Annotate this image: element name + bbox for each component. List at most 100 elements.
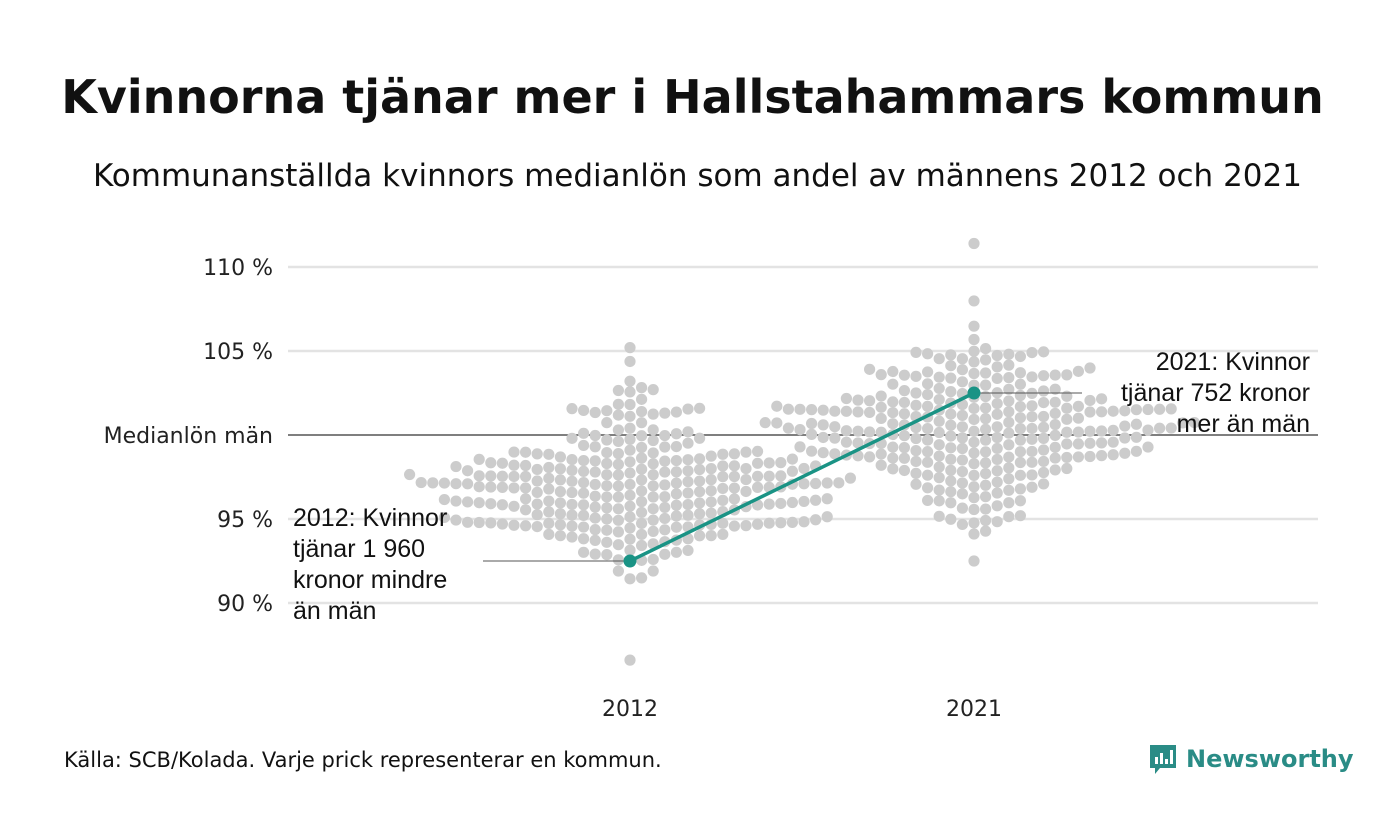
municipality-dot xyxy=(980,354,992,366)
municipality-dot xyxy=(496,481,508,493)
municipality-dot xyxy=(980,457,992,469)
municipality-dot xyxy=(438,511,450,524)
municipality-dot xyxy=(1119,405,1131,417)
municipality-dot xyxy=(956,364,969,376)
municipality-dot xyxy=(659,455,671,467)
municipality-dot xyxy=(1003,439,1015,451)
municipality-dot xyxy=(1049,396,1061,408)
municipality-dot xyxy=(624,386,636,398)
municipality-dot xyxy=(601,417,613,429)
municipality-dot xyxy=(864,406,876,419)
municipality-dot xyxy=(1084,406,1096,418)
municipality-dot xyxy=(968,447,980,459)
municipality-dot xyxy=(840,436,853,448)
municipality-dot xyxy=(473,481,485,493)
municipality-dot xyxy=(1038,432,1050,444)
municipality-dot xyxy=(612,491,625,503)
municipality-dot xyxy=(1049,418,1061,431)
municipality-dot xyxy=(601,536,613,548)
municipality-dot xyxy=(531,509,543,521)
x-tick-label: 2021 xyxy=(946,697,1002,722)
municipality-dot xyxy=(647,514,659,526)
municipality-dot xyxy=(740,520,752,532)
municipality-dot xyxy=(450,495,462,507)
municipality-dot xyxy=(991,465,1003,477)
municipality-dot xyxy=(1072,400,1084,412)
municipality-dot xyxy=(794,441,806,453)
municipality-dot xyxy=(875,369,887,381)
municipality-dot xyxy=(1061,438,1073,450)
municipality-dot xyxy=(705,530,717,542)
municipality-dot xyxy=(1014,350,1026,363)
municipality-dot xyxy=(496,457,508,469)
municipality-dot xyxy=(670,510,683,522)
municipality-dot xyxy=(1177,417,1189,429)
municipality-dot xyxy=(887,378,899,390)
municipality-dot xyxy=(612,565,625,577)
municipality-dot xyxy=(1026,456,1038,468)
municipality-dot xyxy=(636,430,648,442)
municipality-dot xyxy=(945,486,957,498)
municipality-dot xyxy=(794,403,806,415)
municipality-dot xyxy=(1142,441,1154,453)
municipality-dot xyxy=(612,503,625,515)
municipality-dot xyxy=(531,498,543,510)
municipality-dot xyxy=(922,378,934,390)
municipality-dot xyxy=(705,463,717,475)
annotation-2021: 2021: Kvinnor tjänar 752 kronor mer än män xyxy=(1121,348,1310,438)
municipality-dot xyxy=(601,549,613,561)
municipality-dot xyxy=(554,519,567,531)
municipality-dot xyxy=(1061,369,1073,381)
municipality-dot xyxy=(578,509,590,522)
municipality-dot xyxy=(624,544,636,556)
municipality-dot xyxy=(566,531,578,543)
municipality-dot xyxy=(508,470,520,483)
municipality-dot xyxy=(485,517,497,529)
municipality-dot xyxy=(566,509,578,521)
municipality-dot xyxy=(578,499,590,511)
municipality-dot xyxy=(1061,413,1073,425)
municipality-dot xyxy=(991,442,1003,455)
municipality-dot xyxy=(887,406,899,419)
municipality-dot xyxy=(782,403,795,415)
municipality-dot xyxy=(636,441,648,454)
municipality-dot xyxy=(670,428,683,440)
municipality-dot xyxy=(933,439,945,451)
municipality-dot xyxy=(508,446,520,458)
municipality-dot xyxy=(1038,478,1050,490)
municipality-dot xyxy=(1107,424,1119,436)
municipality-dot xyxy=(956,502,969,514)
municipality-dot xyxy=(898,408,911,420)
municipality-dot xyxy=(852,394,864,406)
municipality-dot xyxy=(578,465,590,478)
municipality-dot xyxy=(991,476,1003,488)
municipality-dot xyxy=(578,477,590,489)
municipality-dot xyxy=(531,475,543,487)
municipality-dot xyxy=(1096,450,1108,462)
municipality-dot xyxy=(910,387,922,399)
municipality-dot xyxy=(794,424,806,436)
municipality-dot xyxy=(1061,451,1073,464)
municipality-dot xyxy=(922,494,934,507)
municipality-dot xyxy=(1026,411,1038,423)
municipality-dot xyxy=(647,447,659,459)
municipality-dot xyxy=(694,530,706,542)
municipality-dot xyxy=(589,548,601,560)
municipality-dot xyxy=(543,528,555,540)
municipality-dot xyxy=(782,422,795,434)
municipality-dot xyxy=(589,501,601,513)
municipality-dot xyxy=(659,466,671,478)
municipality-dot xyxy=(566,475,578,487)
municipality-dot xyxy=(798,495,810,508)
municipality-dot xyxy=(647,408,659,420)
municipality-dot xyxy=(786,516,799,529)
municipality-dot xyxy=(775,457,787,469)
municipality-dot xyxy=(531,486,543,499)
municipality-dot xyxy=(612,409,625,421)
municipality-dot xyxy=(1014,434,1026,446)
municipality-dot xyxy=(624,573,636,585)
municipality-dot xyxy=(589,534,601,546)
municipality-dot xyxy=(956,518,969,531)
municipality-dot xyxy=(612,554,625,566)
municipality-dot xyxy=(520,493,532,505)
